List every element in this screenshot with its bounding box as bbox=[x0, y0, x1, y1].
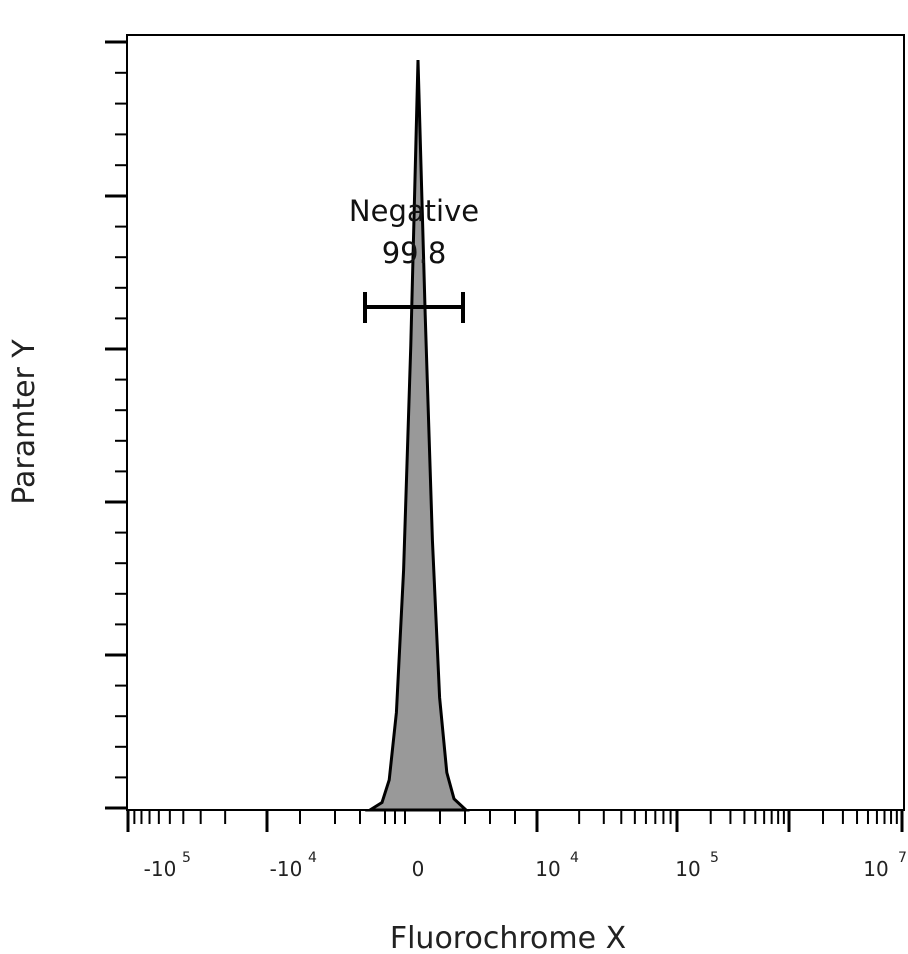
plot-frame bbox=[126, 34, 905, 811]
x-tick-exponent: 5 bbox=[710, 850, 719, 866]
gate-percent-label: 99.8 bbox=[382, 236, 447, 270]
gate-marker: Negative 99.8 bbox=[349, 194, 479, 323]
x-tick-label: -10 bbox=[144, 857, 177, 881]
x-tick-exponent: 4 bbox=[570, 850, 579, 866]
x-tick-label: 10 bbox=[863, 857, 888, 881]
x-tick-exponent: 4 bbox=[308, 850, 317, 866]
x-tick-exponent: 5 bbox=[182, 850, 191, 866]
x-axis-tick-labels: -10 5 -10 4 0 10 4 10 5 10 7 bbox=[144, 850, 907, 881]
y-axis-title: Paramter Y bbox=[7, 339, 42, 505]
x-tick-label: 0 bbox=[412, 857, 425, 881]
x-axis-ticks bbox=[126, 810, 904, 832]
x-tick-label: 10 bbox=[535, 857, 560, 881]
histogram-area bbox=[364, 59, 470, 812]
x-tick-label: -10 bbox=[270, 857, 303, 881]
x-tick-exponent: 7 bbox=[898, 850, 907, 866]
gate-name-label: Negative bbox=[349, 194, 479, 228]
x-axis-title: Fluorochrome X bbox=[390, 921, 626, 954]
x-tick-label: 10 bbox=[675, 857, 700, 881]
y-axis-ticks bbox=[105, 40, 127, 810]
